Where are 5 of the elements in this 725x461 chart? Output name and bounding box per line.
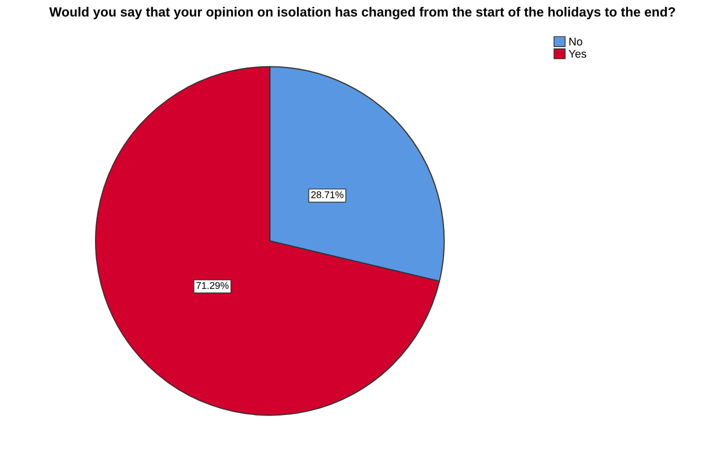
data-label: 28.71%: [311, 191, 344, 198]
chart-title: Would you say that your opinion on isolation has changed from the start of the holidays to the end?: [49, 6, 676, 20]
legend-label: No: [569, 38, 582, 46]
legend-label: Yes: [568, 50, 586, 58]
data-label: 71.29%: [196, 282, 229, 289]
